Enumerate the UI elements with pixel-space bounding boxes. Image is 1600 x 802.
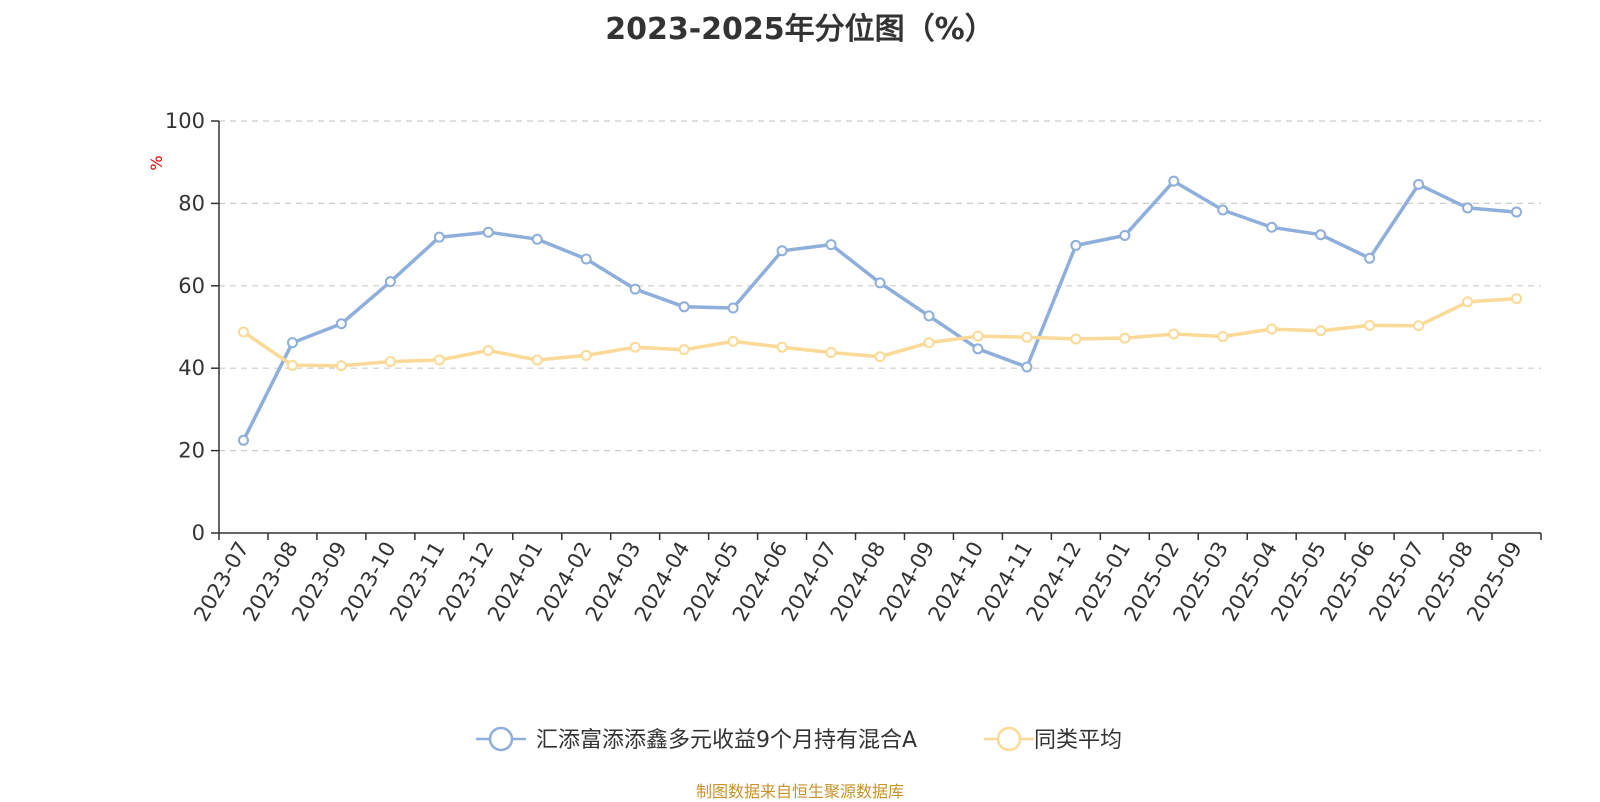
data-point (237, 434, 249, 446)
data-point (335, 318, 347, 330)
data-point (874, 277, 886, 289)
data-point (1364, 319, 1376, 331)
series-1 (237, 175, 1523, 446)
data-point (531, 354, 543, 366)
legend: 汇添富添添鑫多元收益9个月持有混合A 同类平均 (476, 726, 1122, 753)
y-axis-unit-label: % (147, 155, 166, 170)
data-point (874, 351, 886, 363)
legend-marker (996, 726, 1022, 752)
data-point (1168, 175, 1180, 187)
data-point (1119, 332, 1131, 344)
data-point (286, 337, 298, 349)
footer-source: 制图数据来自恒生聚源数据库 (695, 782, 904, 801)
y-tick-label: 0 (192, 521, 205, 545)
data-point (1266, 323, 1278, 335)
data-point (1021, 361, 1033, 373)
data-point (1021, 331, 1033, 343)
data-point (237, 326, 249, 338)
data-point (482, 344, 494, 356)
data-point (825, 347, 837, 359)
data-point (825, 239, 837, 251)
y-tick-label: 20 (178, 439, 205, 463)
data-point (776, 341, 788, 353)
data-point (286, 359, 298, 371)
data-point (1168, 328, 1180, 340)
data-point (433, 354, 445, 366)
data-point (531, 233, 543, 245)
data-point (1511, 206, 1523, 218)
data-point (335, 360, 347, 372)
data-point (384, 356, 396, 368)
data-point (727, 302, 739, 314)
data-point (482, 226, 494, 238)
series-2 (237, 293, 1523, 372)
data-point (629, 283, 641, 295)
data-point (384, 276, 396, 288)
series-line (241, 179, 1517, 442)
data-point (1413, 320, 1425, 332)
data-point (923, 337, 935, 349)
series-group (237, 175, 1523, 446)
data-point (776, 245, 788, 257)
data-point (1413, 178, 1425, 190)
y-tick-label: 80 (178, 191, 205, 215)
legend-label: 同类平均 (1034, 728, 1122, 753)
data-point (580, 349, 592, 361)
data-point (1511, 293, 1523, 305)
y-tick-label: 40 (178, 356, 205, 380)
legend-item-1: 汇添富添添鑫多元收益9个月持有混合A (476, 726, 917, 753)
data-point (1462, 202, 1474, 214)
y-tick-label: 60 (178, 274, 205, 298)
data-point (1315, 325, 1327, 337)
data-point (972, 330, 984, 342)
data-point (727, 335, 739, 347)
data-point (433, 231, 445, 243)
data-point (678, 344, 690, 356)
data-point (1462, 296, 1474, 308)
data-point (1315, 229, 1327, 241)
legend-label: 汇添富添添鑫多元收益9个月持有混合A (536, 728, 917, 753)
axes: 020406080100%2023-072023-082023-092023-1… (147, 109, 1542, 625)
chart-title: 2023-2025年分位图（%） (605, 12, 995, 47)
data-point (1119, 230, 1131, 242)
data-point (629, 341, 641, 353)
data-point (1266, 221, 1278, 233)
data-point (1070, 239, 1082, 251)
legend-marker (488, 726, 514, 752)
y-tick-label: 100 (165, 109, 205, 133)
data-point (1217, 330, 1229, 342)
data-point (1364, 252, 1376, 264)
data-point (678, 301, 690, 313)
data-point (972, 343, 984, 355)
data-point (1217, 204, 1229, 216)
legend-item-2: 同类平均 (984, 726, 1122, 753)
data-point (1070, 333, 1082, 345)
data-point (923, 310, 935, 322)
data-point (580, 253, 592, 265)
